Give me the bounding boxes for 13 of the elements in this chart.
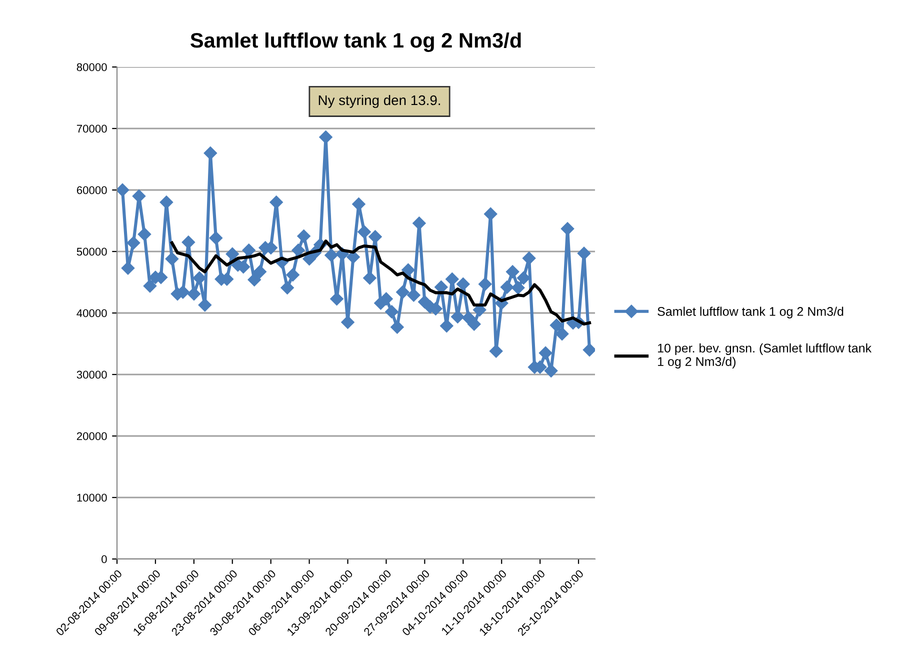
y-tick-label: 0 — [102, 555, 107, 564]
y-tick-label: 60000 — [76, 186, 107, 194]
y-tick-label: 70000 — [76, 124, 107, 133]
y-tick-label: 20000 — [76, 432, 107, 440]
y-tick-label: 10000 — [77, 494, 107, 502]
y-tick-label: 80000 — [76, 63, 107, 72]
legend-label: 10 per. bev. gnsn. (Samlet luftflow tank 1 og 2 Nm3/d) — [658, 343, 872, 368]
y-tick-label: 40000 — [76, 309, 107, 318]
y-tick-label: 50000 — [76, 248, 107, 256]
annotation: Ny styring den 13.9. — [318, 94, 440, 108]
legend-label: Samlet luftflow tank 1 og 2 Nm3/d — [658, 306, 844, 318]
y-tick-label: 30000 — [76, 370, 107, 379]
chart-title: Samlet luftflow tank 1 og 2 Nm3/d — [190, 32, 521, 52]
